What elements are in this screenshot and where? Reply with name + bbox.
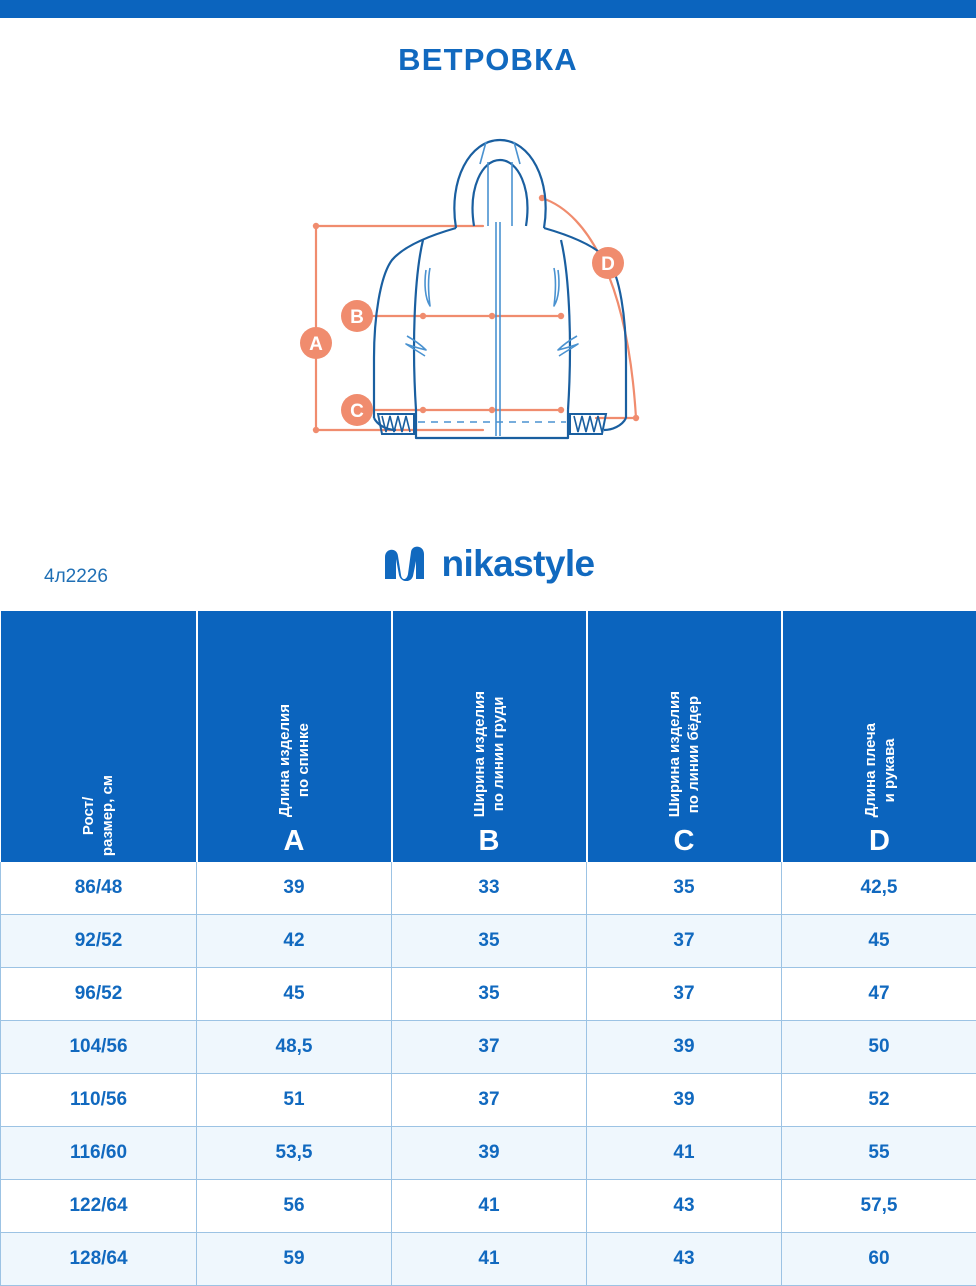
svg-text:C: C [350, 401, 364, 422]
cell-size: 92/52 [1, 915, 197, 968]
article-number: 4л2226 [44, 566, 108, 588]
cell-c: 37 [587, 915, 782, 968]
marker-badge-c: C [341, 394, 373, 426]
table-header: Рост/ размер, см Длина изделия по спинке… [1, 611, 976, 862]
cell-c: 39 [587, 1074, 782, 1127]
cell-size: 104/56 [1, 1021, 197, 1074]
cell-a: 39 [197, 862, 392, 915]
brand-name: nikastyle [442, 543, 595, 585]
table-row: 96/52 45 35 37 47 [1, 968, 976, 1021]
header-cell-size: Рост/ размер, см [1, 611, 197, 862]
brand-logo: nikastyle [0, 536, 976, 592]
table-row: 128/64 59 41 43 60 [1, 1233, 976, 1286]
svg-text:D: D [601, 254, 615, 275]
table-row: 122/64 56 41 43 57,5 [1, 1180, 976, 1233]
marker-badge-d: D [592, 247, 624, 279]
cell-a: 45 [197, 968, 392, 1021]
header-letter: C [674, 827, 695, 856]
cell-c: 43 [587, 1180, 782, 1233]
svg-text:A: A [309, 334, 323, 355]
cell-a: 59 [197, 1233, 392, 1286]
cell-b: 37 [392, 1021, 587, 1074]
header-cell-b: Ширина изделия по линии груди B [392, 611, 587, 862]
cell-a: 51 [197, 1074, 392, 1127]
header-label: Длина изделия по спинке [275, 704, 313, 817]
cell-size: 96/52 [1, 968, 197, 1021]
jacket-details [406, 142, 578, 436]
cell-a: 42 [197, 915, 392, 968]
cell-c: 35 [587, 862, 782, 915]
table-row: 110/56 51 37 39 52 [1, 1074, 976, 1127]
table-body: 86/48 39 33 35 42,5 92/52 42 35 37 45 96… [1, 862, 976, 1286]
table-row: 92/52 42 35 37 45 [1, 915, 976, 968]
header-label: Рост/ размер, см [79, 775, 117, 856]
cell-d: 55 [782, 1127, 976, 1180]
cell-size: 86/48 [1, 862, 197, 915]
cell-c: 39 [587, 1021, 782, 1074]
cell-b: 41 [392, 1233, 587, 1286]
header-label: Длина плеча и рукава [861, 723, 899, 817]
cell-d: 42,5 [782, 862, 976, 915]
table-row: 104/56 48,5 37 39 50 [1, 1021, 976, 1074]
cell-b: 35 [392, 968, 587, 1021]
header-label: Ширина изделия по линии груди [470, 691, 508, 817]
cell-c: 37 [587, 968, 782, 1021]
svg-text:B: B [350, 307, 364, 328]
cell-b: 37 [392, 1074, 587, 1127]
cell-b: 39 [392, 1127, 587, 1180]
size-table: Рост/ размер, см Длина изделия по спинке… [0, 611, 976, 1286]
cell-c: 41 [587, 1127, 782, 1180]
marker-badge-b: B [341, 300, 373, 332]
cell-a: 53,5 [197, 1127, 392, 1180]
cell-d: 47 [782, 968, 976, 1021]
cell-c: 43 [587, 1233, 782, 1286]
cell-a: 56 [197, 1180, 392, 1233]
header-letter: B [479, 827, 500, 856]
top-accent-bar [0, 0, 976, 18]
header-cell-d: Длина плеча и рукава D [782, 611, 976, 862]
cell-b: 35 [392, 915, 587, 968]
cell-d: 45 [782, 915, 976, 968]
cell-size: 128/64 [1, 1233, 197, 1286]
jacket-illustration: A B C D [278, 118, 678, 478]
cell-d: 52 [782, 1074, 976, 1127]
header-cell-a: Длина изделия по спинке A [197, 611, 392, 862]
header-letter: A [284, 827, 305, 856]
cell-b: 41 [392, 1180, 587, 1233]
table-row: 86/48 39 33 35 42,5 [1, 862, 976, 915]
marker-badge-a: A [300, 327, 332, 359]
cell-a: 48,5 [197, 1021, 392, 1074]
cell-d: 57,5 [782, 1180, 976, 1233]
cell-d: 60 [782, 1233, 976, 1286]
page-title: ВЕТРОВКА [0, 42, 976, 78]
cell-size: 122/64 [1, 1180, 197, 1233]
header-label: Ширина изделия по линии бёдер [665, 691, 703, 817]
cell-b: 33 [392, 862, 587, 915]
header-cell-c: Ширина изделия по линии бёдер C [587, 611, 782, 862]
header-letter: D [869, 827, 890, 856]
table-row: 116/60 53,5 39 41 55 [1, 1127, 976, 1180]
cell-size: 116/60 [1, 1127, 197, 1180]
cell-size: 110/56 [1, 1074, 197, 1127]
nikastyle-mark-icon [382, 543, 430, 586]
cell-d: 50 [782, 1021, 976, 1074]
